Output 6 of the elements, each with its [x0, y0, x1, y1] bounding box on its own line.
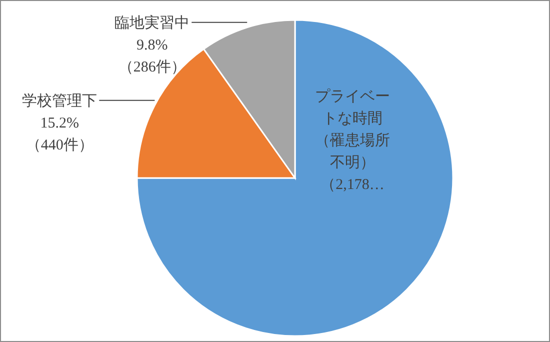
slice-label: 学校管理下: [22, 92, 98, 110]
data-label: 9.8% （286件）: [118, 37, 186, 76]
data-label: 15.2% （440件）: [26, 115, 94, 154]
slice-label: プライベートな時間（罹患場所不明）: [314, 88, 390, 171]
data-label: （2,178…: [320, 176, 384, 193]
slice-label: 臨地実習中: [114, 14, 190, 32]
